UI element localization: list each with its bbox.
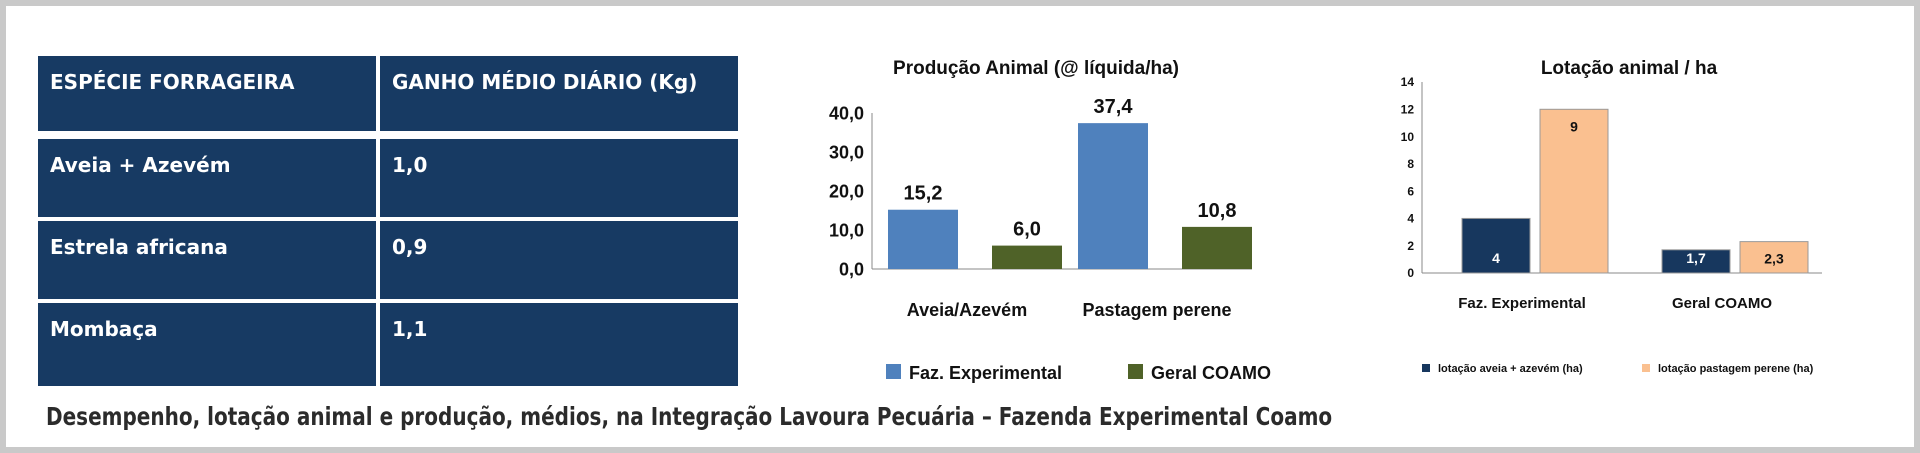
table-header-gain: GANHO MÉDIO DIÁRIO (Kg)	[380, 56, 738, 131]
legend-swatch	[886, 364, 901, 379]
y-tick-label: 8	[1407, 157, 1414, 171]
x-category-label: Faz. Experimental	[1458, 295, 1586, 312]
bar	[1539, 108, 1609, 274]
x-category-label: Aveia/Azevém	[907, 300, 1027, 320]
chart-title: Produção Animal (@ líquida/ha)	[893, 58, 1179, 79]
y-tick-label: 14	[1401, 75, 1415, 89]
data-label: 2,3	[1764, 251, 1784, 267]
y-tick-label: 2	[1407, 239, 1414, 253]
y-tick-label: 10,0	[829, 220, 864, 240]
y-tick-label: 4	[1407, 212, 1414, 226]
y-tick-label: 0,0	[839, 259, 864, 279]
bar	[1078, 123, 1148, 269]
y-tick-label: 12	[1401, 102, 1415, 116]
figure-frame: ESPÉCIE FORRAGEIRA GANHO MÉDIO DIÁRIO (K…	[6, 6, 1914, 447]
y-tick-label: 40,0	[829, 103, 864, 123]
table-row-3-species: Mombaça	[38, 303, 376, 386]
data-label: 9	[1570, 118, 1578, 134]
legend-label: lotação aveia + azevém (ha)	[1438, 363, 1583, 375]
y-tick-label: 10	[1401, 130, 1415, 144]
bar	[1461, 217, 1531, 274]
legend-label: Faz. Experimental	[909, 363, 1062, 383]
data-label: 1,7	[1686, 250, 1706, 266]
y-tick-label: 20,0	[829, 181, 864, 201]
data-label: 6,0	[1013, 219, 1041, 241]
y-tick-label: 0	[1407, 266, 1414, 280]
table-row-2-species: Estrela africana	[38, 221, 376, 299]
table-header-species: ESPÉCIE FORRAGEIRA	[38, 56, 376, 131]
bar	[1739, 241, 1809, 274]
bar	[888, 209, 958, 269]
chart-title: Lotação animal / ha	[1541, 58, 1718, 79]
bar	[1661, 249, 1731, 274]
legend-swatch	[1422, 364, 1430, 372]
legend-swatch	[1128, 364, 1143, 379]
table-row-1-species: Aveia + Azevém	[38, 139, 376, 217]
figure-caption: Desempenho, lotação animal e produção, m…	[46, 402, 1333, 431]
production-chart: Produção Animal (@ líquida/ha) 0,0 10,0 20,…	[829, 58, 1271, 383]
x-category-label: Pastagem perene	[1082, 300, 1231, 320]
table-row-1-gain: 1,0	[380, 139, 738, 217]
bar	[992, 245, 1062, 269]
data-label: 4	[1492, 250, 1500, 266]
table-row-2-gain: 0,9	[380, 221, 738, 299]
data-label: 10,8	[1198, 200, 1237, 222]
legend-label: lotação pastagem perene (ha)	[1658, 363, 1814, 375]
legend-label: Geral COAMO	[1151, 363, 1271, 383]
data-label: 37,4	[1094, 96, 1134, 118]
table-row-3-gain: 1,1	[380, 303, 738, 386]
legend-swatch	[1642, 364, 1650, 372]
stocking-chart: Lotação animal / ha 0 2 4 6 8 10 12 14 Faz. Exper…	[1401, 58, 1822, 375]
forage-table: ESPÉCIE FORRAGEIRA GANHO MÉDIO DIÁRIO (K…	[38, 56, 738, 386]
y-tick-label: 6	[1407, 184, 1414, 198]
x-category-label: Geral COAMO	[1672, 295, 1772, 312]
bar	[1182, 226, 1252, 269]
data-label: 15,2	[904, 183, 943, 205]
y-tick-label: 30,0	[829, 142, 864, 162]
